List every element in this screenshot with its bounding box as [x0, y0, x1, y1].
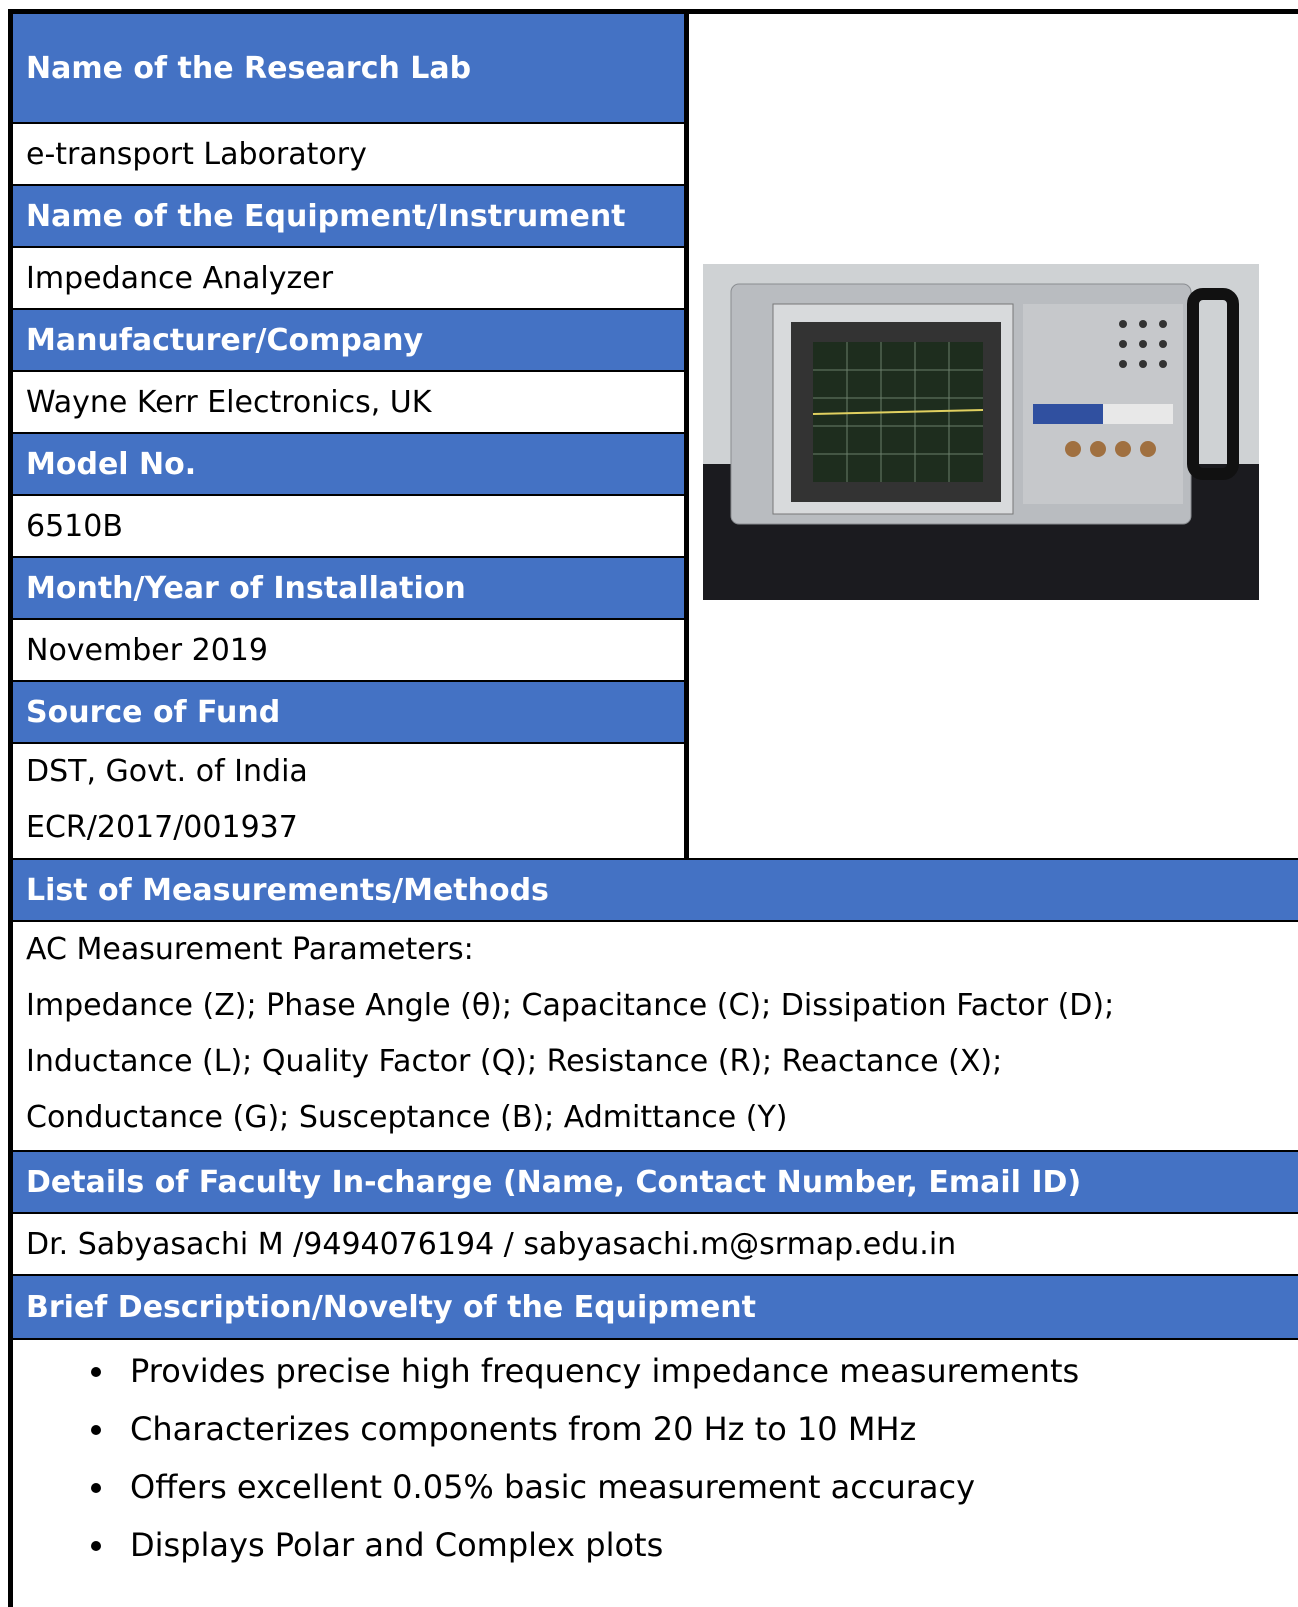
value: AC Measurement Parameters: — [26, 932, 474, 967]
bullet-list: Provides precise high frequency impedanc… — [26, 1342, 1298, 1574]
value: Impedance (Z); Phase Angle (θ); Capacita… — [26, 988, 1115, 1023]
value: Conductance (G); Susceptance (B); Admitt… — [26, 1100, 788, 1135]
heading: Month/Year of Installation — [13, 558, 684, 618]
value: 6510B — [13, 496, 684, 556]
equipment-photo — [703, 264, 1259, 600]
value: Wayne Kerr Electronics, UK — [13, 372, 684, 432]
heading: Manufacturer/Company — [13, 310, 684, 370]
value-block: DST, Govt. of India ECR/2017/001937 — [13, 744, 684, 858]
heading: List of Measurements/Methods — [13, 860, 1298, 920]
heading: Brief Description/Novelty of the Equipme… — [13, 1276, 1298, 1338]
value: Inductance (L); Quality Factor (Q); Resi… — [26, 1044, 1003, 1079]
value-block: AC Measurement Parameters: Impedance (Z)… — [13, 922, 1298, 1150]
bullet: Offers excellent 0.05% basic measurement… — [118, 1458, 1298, 1516]
value: DST, Govt. of India — [26, 754, 308, 789]
value: e-transport Laboratory — [13, 124, 684, 184]
value: ECR/2017/001937 — [26, 810, 298, 845]
table-frame: Name of the Research Lab e-transport Lab… — [8, 9, 1298, 1607]
value: Impedance Analyzer — [13, 248, 684, 308]
image-cell — [689, 14, 1298, 858]
heading: Name of the Research Lab — [13, 14, 684, 122]
heading: Source of Fund — [13, 682, 684, 742]
heading: Name of the Equipment/Instrument — [13, 186, 684, 246]
bullet: Characterizes components from 20 Hz to 1… — [118, 1400, 1298, 1458]
value: November 2019 — [13, 620, 684, 680]
bullet: Displays Polar and Complex plots — [118, 1516, 1298, 1574]
heading: Details of Faculty In-charge (Name, Cont… — [13, 1152, 1298, 1212]
value: Dr. Sabyasachi M /9494076194 / sabyasach… — [13, 1214, 1298, 1274]
bullet: Provides precise high frequency impedanc… — [118, 1342, 1298, 1400]
heading: Model No. — [13, 434, 684, 494]
bullet-block: Provides precise high frequency impedanc… — [13, 1340, 1298, 1607]
